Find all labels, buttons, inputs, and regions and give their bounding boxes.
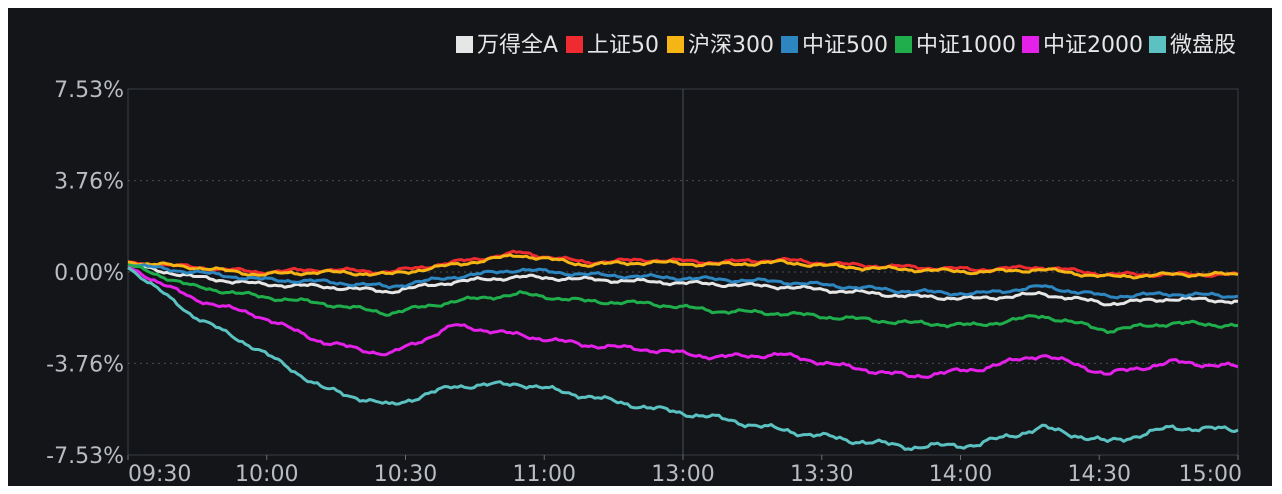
series-line: [127, 265, 1239, 379]
legend-swatch: [781, 36, 798, 53]
series-line: [127, 263, 1239, 300]
y-tick-label: -7.53%: [46, 444, 124, 469]
series-layer: [127, 249, 1239, 452]
x-tick-label: 09:30: [128, 462, 191, 486]
x-tick-label: 14:00: [929, 462, 992, 486]
legend-label: 中证500: [802, 33, 888, 58]
x-tick-label: 10:30: [374, 462, 437, 486]
index-performance-chart: 7.53% 3.76% 0.00% -3.76% -7.53%09:30 10:00 10:…: [46, 33, 1242, 486]
y-tick-label: 0.00%: [54, 261, 124, 286]
x-tick-label: 14:30: [1068, 462, 1131, 486]
x-tick-label: 10:00: [235, 462, 298, 486]
chart-panel: 7.53% 3.76% 0.00% -3.76% -7.53% 09:30 10:00 10:…: [8, 8, 1272, 486]
legend-swatch: [566, 36, 583, 53]
axis-layer: 7.53% 3.76% 0.00% -3.76% -7.53%09:30 10:00 10:…: [46, 78, 1242, 486]
x-tick-label: 13:30: [790, 462, 853, 486]
series-line: [127, 266, 1239, 452]
legend-swatch: [456, 36, 473, 53]
legend-label: 万得全A: [477, 33, 558, 58]
legend-swatch: [667, 36, 684, 53]
legend: 万得全A 上证50 沪深300 中证500 中证1000 中证2000 微盘股: [456, 33, 1236, 58]
legend-label: 中证1000: [916, 33, 1016, 58]
series-line: [127, 263, 1239, 307]
y-tick-label: 7.53%: [54, 78, 124, 103]
legend-label: 中证2000: [1043, 33, 1143, 58]
x-tick-label: 13:00: [651, 462, 714, 486]
legend-swatch: [895, 36, 912, 53]
legend-label: 上证50: [587, 33, 659, 58]
series-line: [127, 253, 1239, 280]
legend-swatch: [1149, 36, 1166, 53]
y-tick-label: -3.76%: [46, 352, 124, 377]
series-line: [127, 263, 1239, 334]
legend-label: 微盘股: [1170, 33, 1236, 58]
legend-swatch: [1022, 36, 1039, 53]
x-tick-label: 15:00: [1179, 462, 1242, 486]
legend-label: 沪深300: [688, 33, 774, 58]
y-tick-label: 3.76%: [54, 170, 124, 195]
x-tick-label: 11:00: [513, 462, 576, 486]
